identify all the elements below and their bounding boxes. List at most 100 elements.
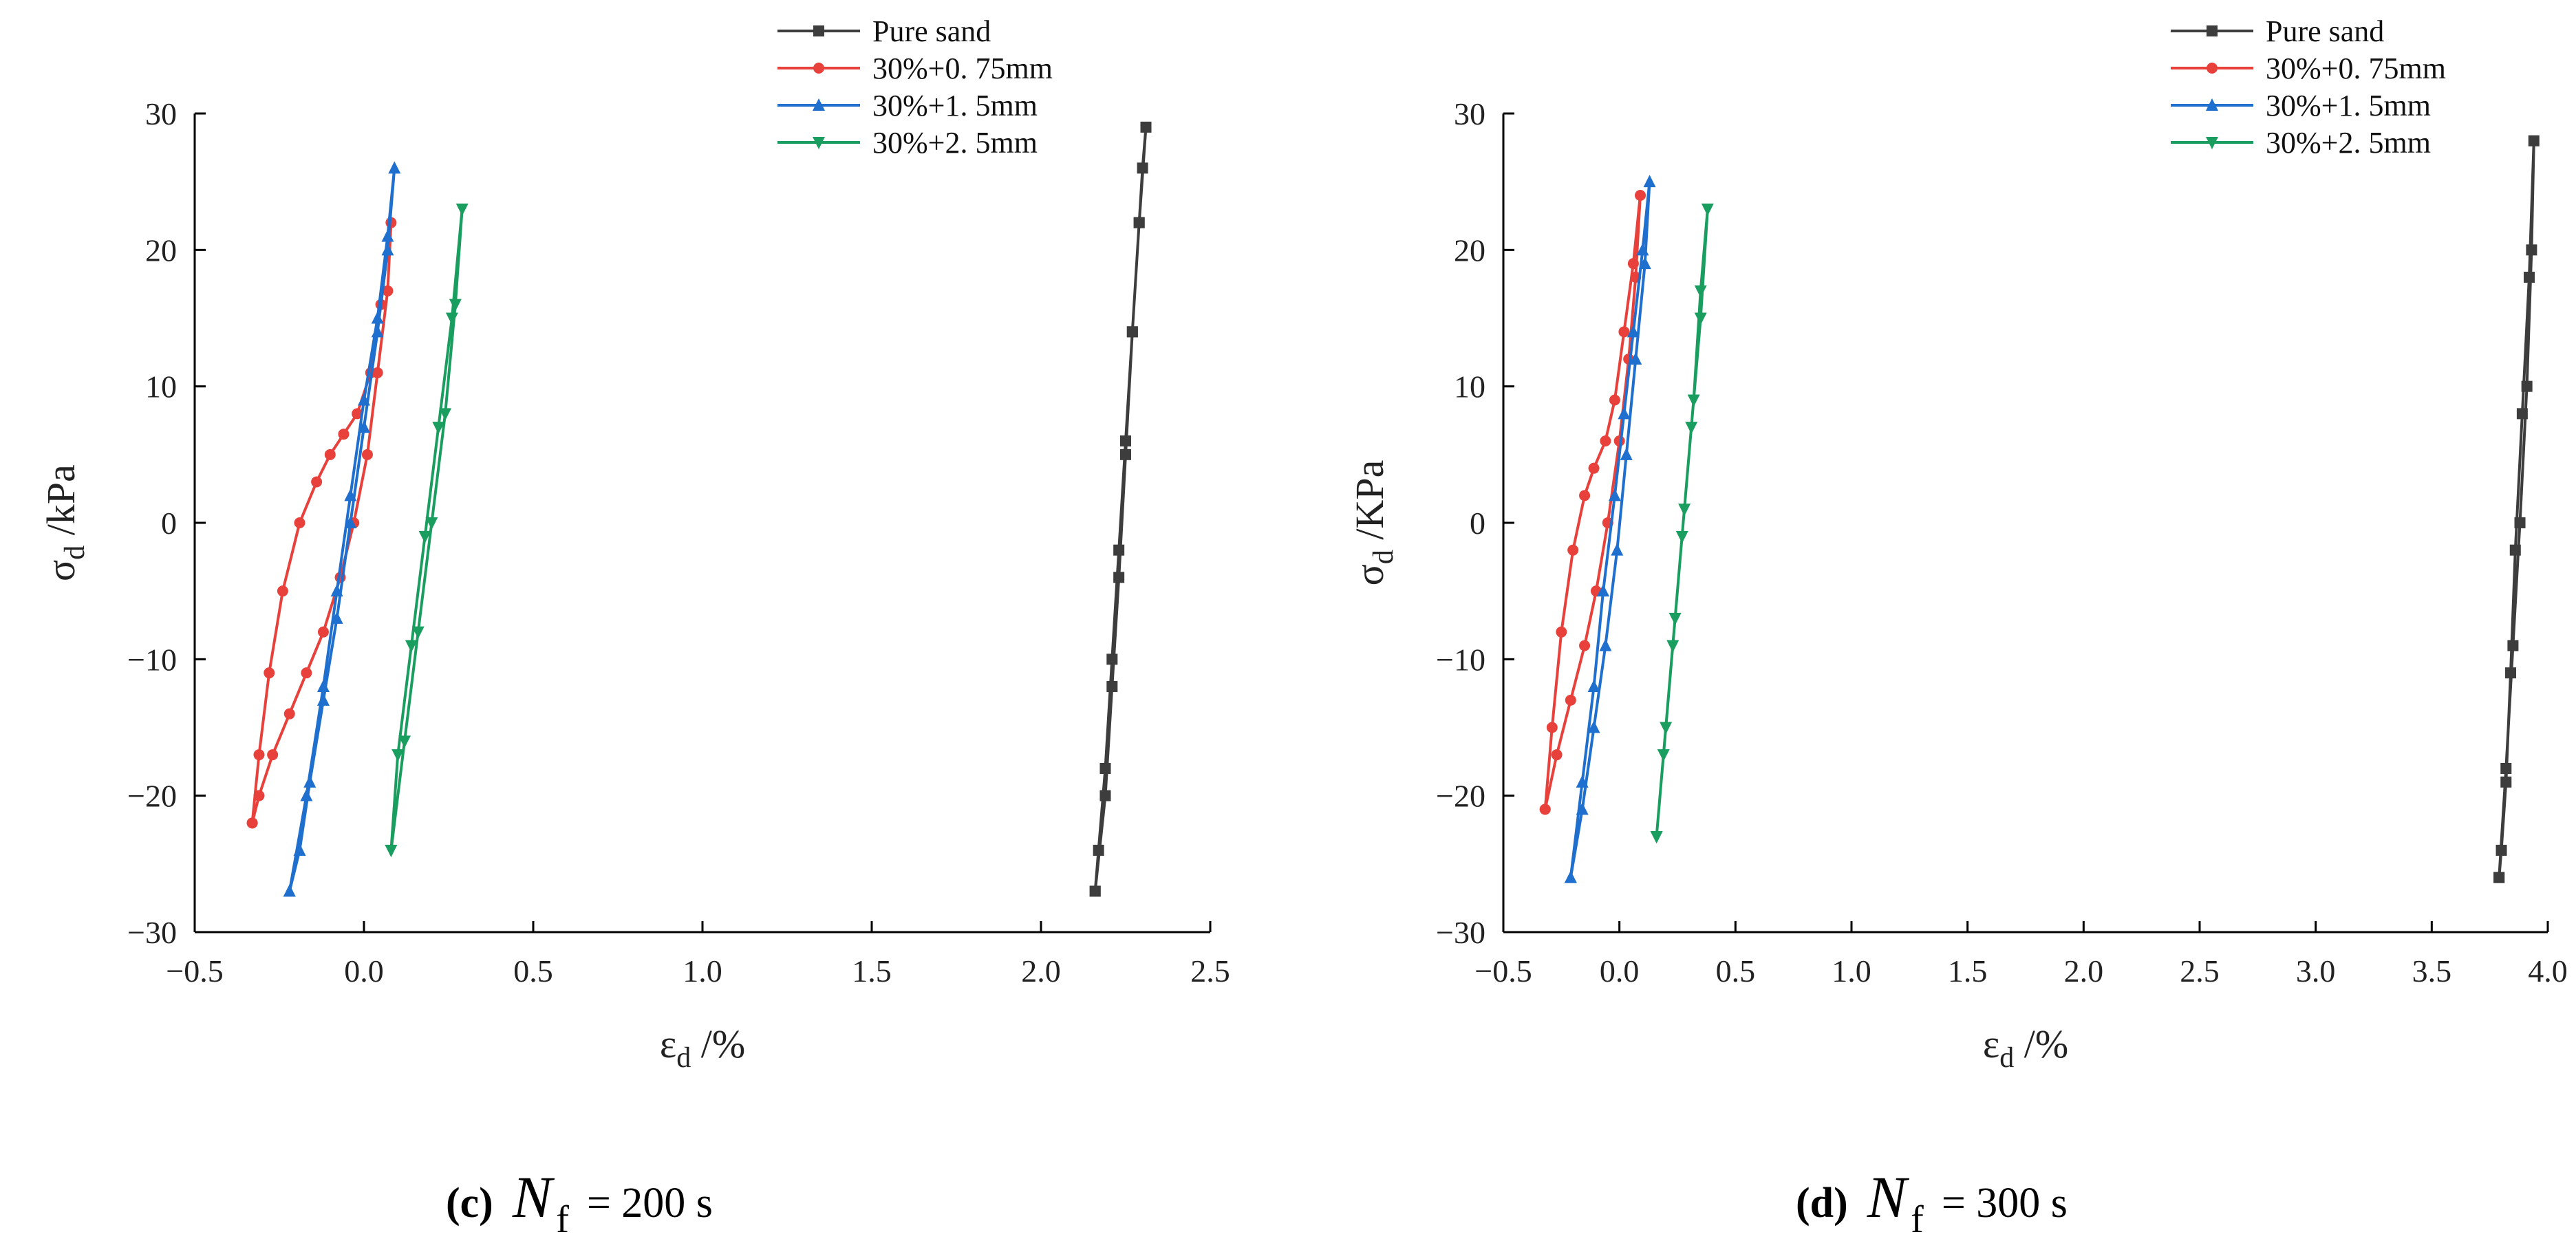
data-point-c-0 [1133,217,1145,228]
data-point-c-0 [1093,845,1104,856]
data-point-c-1 [352,408,363,420]
legend-item-c-2: 30%+1. 5mm [777,89,1038,122]
data-point-d-2 [1576,775,1589,788]
data-point-d-3 [1657,749,1670,762]
data-point-c-2 [344,516,357,528]
caption-d-label: (d) [1796,1180,1848,1227]
x-tick-label-d: 0.0 [1600,953,1640,989]
data-point-c-0 [1140,121,1152,133]
data-point-c-1 [361,449,373,460]
data-point-c-0 [1099,790,1111,801]
data-point-d-3 [1660,722,1673,735]
x-tick-label-d: 2.0 [2064,953,2104,989]
data-point-d-0 [2509,544,2521,556]
data-point-d-2 [1636,243,1649,256]
data-point-c-2 [344,488,357,501]
data-point-d-1 [1609,394,1620,406]
data-point-c-1 [382,285,394,296]
series-c-2 [283,161,401,897]
data-point-c-2 [316,693,330,706]
x-tick-label-c: −0.5 [166,953,223,989]
data-point-d-3 [1666,640,1679,653]
data-point-c-3 [425,517,438,530]
data-point-c-3 [445,312,458,325]
data-point-d-2 [1608,488,1621,501]
data-point-c-1 [294,517,305,528]
data-point-d-0 [2528,135,2540,147]
legend-c: Pure sand 30%+0. 75mm 30%+1. 5mm 30%+2. 5mm [777,14,1053,160]
legend-item-d-1: 30%+0. 75mm [2171,52,2446,85]
data-point-c-1 [253,749,265,761]
legend-label-c-2: 30%+1. 5mm [872,89,1038,122]
series-c-0 [1089,121,1152,897]
data-point-d-0 [2500,763,2512,774]
y-axis-label-d: σd /KPa [1347,460,1399,586]
x-tick-label-c: 1.5 [852,953,892,989]
data-point-d-1 [1556,626,1567,638]
data-point-d-2 [1643,175,1656,188]
caption-d-value: = 300 s [1941,1180,2068,1227]
y-tick-label-c: −20 [127,779,177,814]
data-point-c-0 [1113,572,1125,583]
caption-c-subscript: f [556,1198,569,1241]
data-point-d-1 [1579,490,1591,501]
legend-marker-c-3 [813,137,825,149]
series-c-3 [385,203,469,857]
legend-marker-c-0 [813,25,824,36]
data-point-c-2 [330,584,343,597]
x-tick-label-d: −0.5 [1474,953,1532,989]
data-point-d-1 [1600,435,1611,446]
data-point-c-2 [303,775,316,788]
caption-d-symbol: N [1867,1164,1907,1230]
data-point-c-1 [246,817,258,829]
data-point-d-0 [2521,380,2533,392]
data-point-d-0 [2526,244,2537,256]
legend-label-d-2: 30%+1. 5mm [2266,89,2431,122]
data-point-d-1 [1565,694,1576,706]
caption-c-label: (c) [446,1180,493,1227]
data-point-c-0 [1099,763,1111,774]
series-line-d-3 [1655,207,1709,837]
data-point-c-1 [372,367,383,378]
y-tick-label-c: 20 [145,233,177,268]
caption-d-subscript: f [1911,1198,1924,1241]
data-point-c-2 [381,229,394,242]
data-point-d-3 [1668,612,1682,625]
legend-item-c-1: 30%+0. 75mm [777,52,1053,85]
legend-item-d-2: 30%+1. 5mm [2171,89,2431,122]
data-point-d-3 [1678,504,1691,517]
y-tick-label-c: 30 [145,96,177,131]
data-point-c-0 [1113,544,1125,556]
y-tick-label-d: 10 [1454,369,1485,404]
y-axis-label-c: σd /kPa [39,464,91,581]
series-d-0 [2493,135,2540,883]
data-point-c-3 [449,299,462,312]
data-point-d-1 [1546,722,1558,733]
legend-marker-c-1 [813,63,824,74]
y-tick-label-d: 30 [1454,96,1485,131]
y-tick-label-d: 20 [1454,233,1485,268]
legend-label-d-0: Pure sand [2266,14,2384,48]
legend-marker-d-3 [2206,137,2218,149]
data-point-d-0 [2500,776,2512,788]
x-tick-label-c: 0.0 [344,953,384,989]
legend-label-d-1: 30%+0. 75mm [2266,52,2446,85]
y-tick-label-c: 10 [145,369,177,404]
series-line-d-1 [1543,194,1642,810]
legend-marker-d-0 [2207,25,2218,36]
data-point-c-1 [324,449,336,460]
data-point-d-2 [1587,720,1600,733]
data-point-c-3 [385,845,398,857]
data-point-c-3 [432,422,445,435]
data-point-d-3 [1694,312,1707,325]
data-point-c-2 [381,243,394,256]
data-point-d-3 [1694,285,1707,298]
data-point-d-3 [1687,394,1700,407]
data-point-c-2 [358,420,370,433]
legend-marker-c-2 [813,98,825,111]
data-point-c-2 [283,884,296,897]
data-point-d-3 [1701,203,1714,216]
y-tick-label-c: −30 [127,915,177,950]
